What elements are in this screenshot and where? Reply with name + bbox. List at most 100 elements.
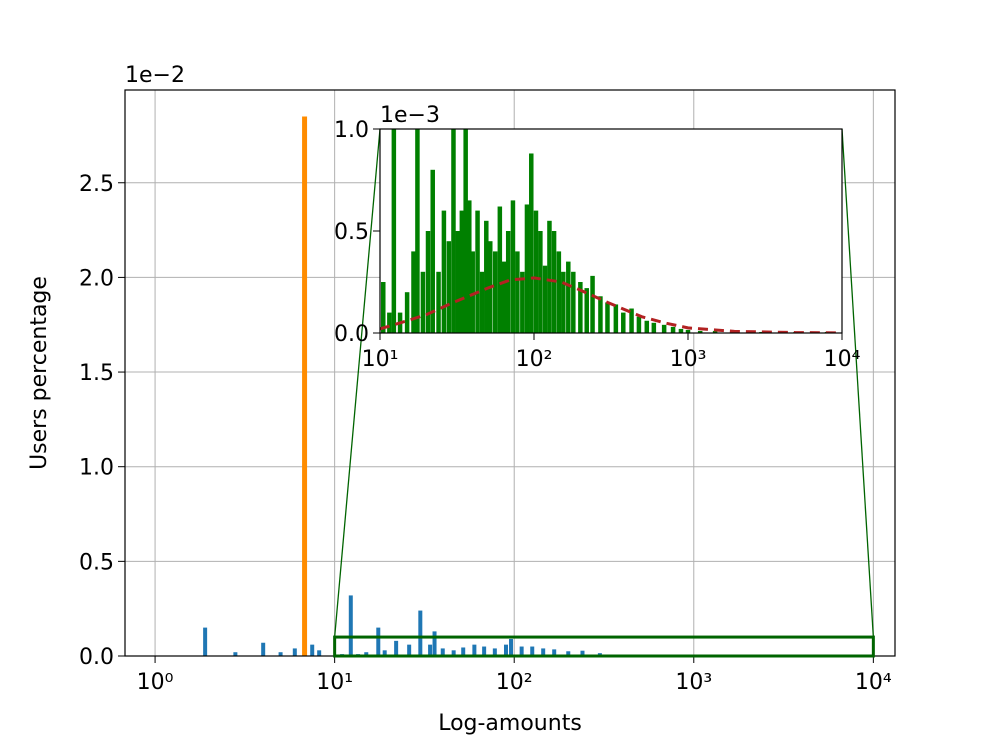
bar xyxy=(580,650,585,656)
bar xyxy=(547,220,552,333)
x-tick-label: 10² xyxy=(516,347,553,372)
y-tick-label: 0.0 xyxy=(79,645,114,670)
bar xyxy=(463,129,468,333)
x-tick-label: 10³ xyxy=(670,347,707,372)
y-tick-label: 1.0 xyxy=(334,118,369,143)
y-tick-label: 1.5 xyxy=(79,361,114,386)
bar xyxy=(541,648,546,656)
y-tick-label: 1.0 xyxy=(79,456,114,481)
y-tick-label: 0.5 xyxy=(79,550,114,575)
bar xyxy=(484,220,489,333)
bar xyxy=(411,251,416,333)
bar xyxy=(430,169,435,333)
bar xyxy=(461,647,466,656)
bar xyxy=(432,631,437,656)
bar xyxy=(613,304,619,333)
bar xyxy=(387,312,392,333)
bar xyxy=(233,652,238,656)
bar xyxy=(310,644,315,656)
bar xyxy=(446,241,452,333)
bar xyxy=(524,204,530,333)
bar xyxy=(542,265,548,333)
bar xyxy=(364,652,369,656)
bar xyxy=(621,312,626,333)
bar xyxy=(530,646,535,656)
zoom-connector xyxy=(333,128,381,638)
bar xyxy=(529,153,534,333)
bar xyxy=(578,282,583,333)
bar xyxy=(510,200,516,333)
bar xyxy=(584,288,589,333)
bar xyxy=(492,251,498,333)
bar xyxy=(261,642,266,656)
bar xyxy=(348,595,353,656)
bar xyxy=(598,296,603,333)
plot-area xyxy=(380,129,842,333)
y-axis-label: Users percentage xyxy=(27,276,52,470)
bar xyxy=(571,271,576,333)
bar xyxy=(636,316,642,333)
plot-area xyxy=(203,116,602,656)
bar xyxy=(566,261,571,333)
y-offset-label: 1e−2 xyxy=(125,63,185,88)
x-tick-label: 10¹ xyxy=(316,670,353,695)
y-tick-label: 2.5 xyxy=(79,172,114,197)
bar xyxy=(590,275,595,333)
bar xyxy=(425,231,431,333)
bar xyxy=(467,200,472,333)
y-tick-label: 2.0 xyxy=(79,266,114,291)
bar xyxy=(472,644,477,656)
bar xyxy=(552,649,557,656)
x-tick-label: 10¹ xyxy=(362,347,399,372)
bar xyxy=(440,648,445,656)
bar xyxy=(644,320,650,333)
bar xyxy=(651,322,657,333)
y-tick-label: 0.0 xyxy=(334,322,369,347)
bar xyxy=(436,271,441,333)
bar xyxy=(629,308,634,333)
bar xyxy=(376,627,381,656)
x-tick-label: 10³ xyxy=(675,670,712,695)
bar xyxy=(492,648,497,656)
axes-frame xyxy=(379,128,843,334)
bar xyxy=(515,251,520,333)
bar xyxy=(712,330,718,333)
zoom-connector xyxy=(841,128,874,638)
bar xyxy=(561,271,566,333)
bar xyxy=(418,610,423,656)
x-tick-label: 10⁴ xyxy=(855,670,892,695)
zoom-box xyxy=(333,635,875,658)
bar xyxy=(203,627,208,656)
bar xyxy=(382,650,387,656)
bar xyxy=(482,646,487,656)
fit-curve xyxy=(380,276,842,333)
bar xyxy=(302,116,308,656)
bar xyxy=(470,251,475,333)
x-tick-label: 10² xyxy=(496,670,533,695)
bar xyxy=(566,651,571,656)
y-offset-label: 1e−3 xyxy=(380,103,440,128)
bar xyxy=(479,271,485,333)
bar xyxy=(670,326,676,333)
bar xyxy=(455,231,461,333)
bar xyxy=(278,652,283,656)
bar xyxy=(509,638,514,656)
x-tick-label: 10⁴ xyxy=(824,347,861,372)
bar xyxy=(497,206,503,333)
bar xyxy=(503,644,508,656)
bar xyxy=(605,302,610,333)
bar xyxy=(475,210,480,333)
bar xyxy=(459,210,465,333)
bar xyxy=(556,251,562,333)
bar xyxy=(678,328,684,333)
bar xyxy=(394,640,399,656)
bar xyxy=(428,644,433,656)
bar xyxy=(404,292,410,333)
bar xyxy=(451,129,456,333)
bar xyxy=(317,650,322,656)
bar xyxy=(292,648,297,656)
bar xyxy=(661,324,667,333)
x-axis-label: Log-amounts xyxy=(438,711,582,736)
bar xyxy=(501,261,507,333)
